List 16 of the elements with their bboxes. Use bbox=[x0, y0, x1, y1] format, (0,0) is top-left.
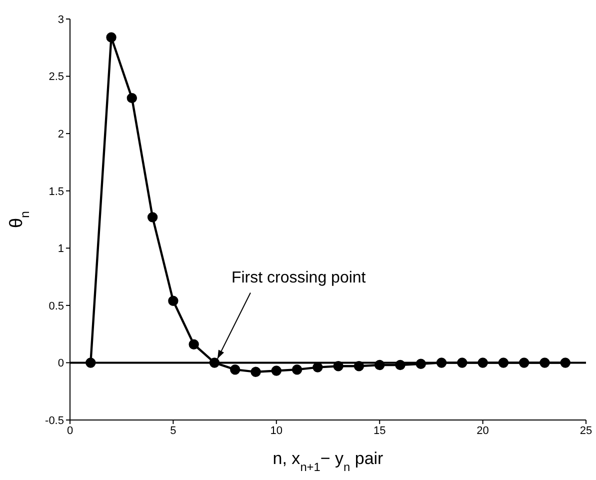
x-tick-label: 0 bbox=[66, 424, 74, 437]
annotation: First crossing point bbox=[231, 270, 366, 287]
y-tick-label: 1 bbox=[58, 243, 64, 256]
x-tick-label: 10 bbox=[270, 424, 283, 437]
x-tick-label: 15 bbox=[373, 424, 386, 437]
y-tick-label: 3 bbox=[58, 14, 64, 26]
y-tick-label: 2.5 bbox=[48, 71, 64, 84]
x-tick-label: 25 bbox=[580, 424, 592, 437]
y-tick-label: 2 bbox=[58, 128, 64, 140]
y-tick-label: 1.5 bbox=[48, 186, 64, 198]
x-tick-label: 5 bbox=[170, 424, 176, 437]
x-axis-title: n, x$_{n+1}$− y$_{n}$ pair bbox=[272, 449, 384, 474]
y-tick-label: 0 bbox=[58, 358, 64, 370]
y-tick-label: 0.5 bbox=[48, 300, 64, 312]
y-tick-label: -0.5 bbox=[45, 414, 64, 427]
x-tick-label: 20 bbox=[476, 424, 489, 437]
